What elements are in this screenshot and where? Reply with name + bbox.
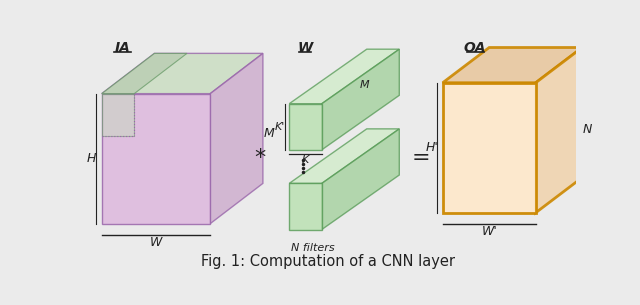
Text: W': W' [481, 225, 497, 238]
Text: OA: OA [464, 41, 486, 55]
Polygon shape [210, 53, 263, 224]
Polygon shape [102, 53, 187, 94]
Text: Fig. 1: Computation of a CNN layer: Fig. 1: Computation of a CNN layer [201, 254, 455, 269]
Text: N filters: N filters [291, 243, 335, 253]
Polygon shape [289, 104, 322, 150]
Text: M: M [264, 127, 275, 140]
Text: *: * [254, 148, 266, 168]
Polygon shape [289, 183, 322, 229]
Polygon shape [536, 48, 582, 213]
Polygon shape [443, 48, 582, 83]
Text: H: H [87, 152, 96, 165]
Text: W: W [297, 41, 312, 55]
Text: =: = [412, 148, 430, 168]
Polygon shape [289, 129, 399, 183]
Text: K': K' [275, 122, 285, 132]
Text: IA: IA [115, 41, 131, 55]
Polygon shape [322, 129, 399, 229]
Polygon shape [289, 49, 399, 104]
Text: M: M [360, 80, 369, 90]
Polygon shape [102, 94, 210, 224]
Text: K: K [302, 155, 309, 165]
Polygon shape [443, 83, 536, 213]
Text: H': H' [426, 141, 438, 154]
Text: W: W [150, 235, 162, 249]
Polygon shape [102, 53, 263, 94]
Polygon shape [102, 94, 134, 135]
Text: N: N [582, 123, 591, 136]
Polygon shape [322, 49, 399, 150]
